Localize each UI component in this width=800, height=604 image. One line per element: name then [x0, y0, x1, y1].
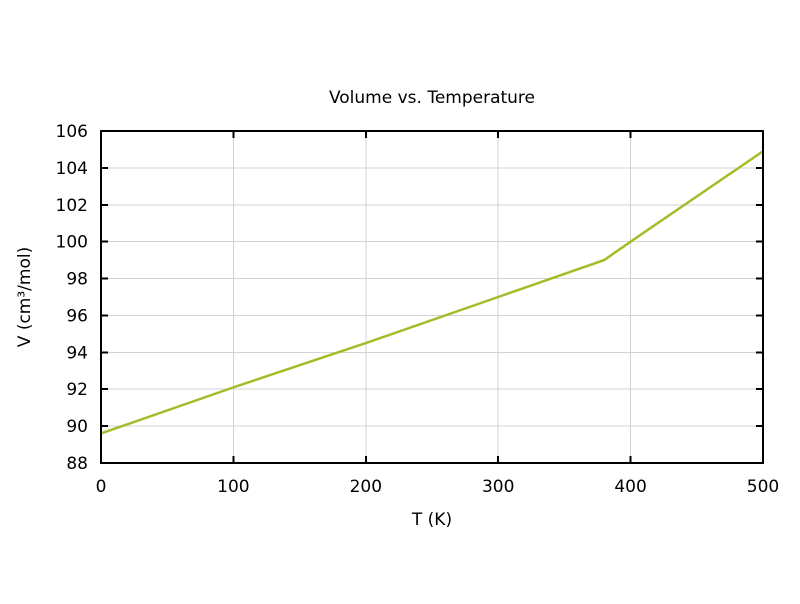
y-tick-label: 100 — [56, 233, 88, 253]
data-series — [100, 150, 764, 435]
x-tick-label: 300 — [482, 477, 514, 497]
x-tick-labels: 0 100 200 300 400 500 — [96, 477, 780, 497]
y-axis-label: V (cm³/mol) — [15, 247, 35, 347]
y-tick-label: 92 — [66, 380, 88, 400]
y-tick-label: 106 — [56, 122, 88, 142]
y-tick-labels: 88 90 92 94 96 98 100 102 104 106 — [56, 122, 88, 474]
y-tick-label: 102 — [56, 196, 88, 216]
y-tick-label: 94 — [66, 343, 88, 363]
tick-marks — [100, 130, 764, 464]
y-tick-label: 96 — [66, 306, 88, 326]
y-tick-label: 104 — [56, 159, 88, 179]
x-tick-label: 100 — [217, 477, 249, 497]
x-tick-label: 0 — [96, 477, 107, 497]
x-tick-label: 200 — [350, 477, 382, 497]
x-tick-label: 500 — [747, 477, 779, 497]
x-tick-label: 400 — [614, 477, 646, 497]
y-tick-label: 90 — [66, 417, 88, 437]
chart-title: Volume vs. Temperature — [329, 88, 535, 108]
y-tick-label: 98 — [66, 270, 88, 290]
data-line — [100, 150, 764, 435]
gridlines — [101, 131, 763, 463]
x-axis-label: T (K) — [411, 510, 452, 530]
plot-border — [100, 130, 764, 464]
y-tick-label: 88 — [66, 454, 88, 474]
